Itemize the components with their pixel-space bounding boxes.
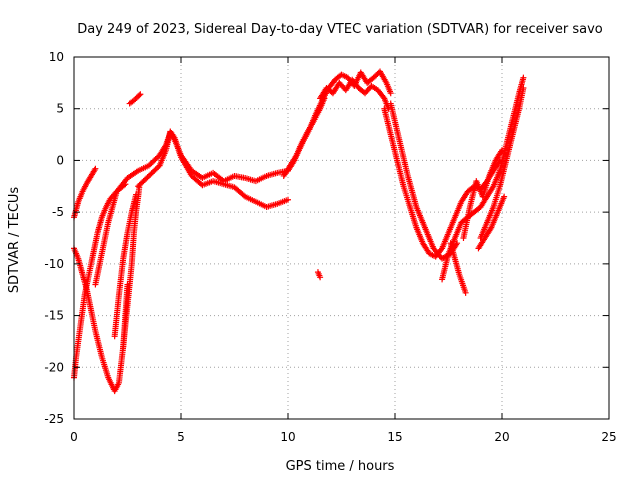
x-tick-label: 25 bbox=[601, 430, 616, 444]
data-point bbox=[133, 191, 140, 198]
y-tick-label: -15 bbox=[44, 309, 64, 323]
y-axis-label: SDTVAR / TECUs bbox=[7, 187, 22, 294]
data-point bbox=[155, 163, 162, 170]
data-point bbox=[136, 184, 143, 191]
x-tick-label: 0 bbox=[70, 430, 78, 444]
grid bbox=[74, 57, 609, 419]
data-point bbox=[285, 196, 291, 203]
plot-frame bbox=[73, 56, 610, 420]
y-tick-label: 0 bbox=[56, 153, 64, 167]
x-tick-label: 10 bbox=[280, 430, 295, 444]
data-point bbox=[387, 90, 394, 97]
data-point bbox=[438, 246, 445, 253]
data-point bbox=[520, 74, 527, 81]
x-tick-label: 5 bbox=[177, 430, 185, 444]
data-point bbox=[317, 274, 324, 281]
y-tick-label: 5 bbox=[56, 102, 64, 116]
chart-title: Day 249 of 2023, Sidereal Day-to-day VTE… bbox=[77, 22, 603, 37]
data-point bbox=[499, 147, 505, 154]
data-point bbox=[501, 193, 508, 200]
data-point bbox=[462, 289, 469, 296]
y-tick-label: -20 bbox=[44, 360, 64, 374]
data-point bbox=[380, 93, 387, 100]
axis-ticks: 0 5 10 15 20 25 -25 -20 -15 -10 -5 0 5 10 bbox=[44, 50, 616, 444]
y-tick-label: 10 bbox=[49, 50, 64, 64]
data-point bbox=[520, 85, 527, 92]
data-point bbox=[136, 92, 143, 99]
x-axis-label: GPS time / hours bbox=[286, 459, 395, 474]
data-points bbox=[71, 68, 527, 395]
x-tick-label: 20 bbox=[494, 430, 509, 444]
y-tick-label: -25 bbox=[44, 412, 64, 426]
y-tick-label: -10 bbox=[44, 257, 64, 271]
x-tick-label: 15 bbox=[387, 430, 402, 444]
data-point bbox=[137, 91, 144, 98]
data-point bbox=[92, 165, 99, 172]
y-tick-label: -5 bbox=[52, 205, 64, 219]
data-point bbox=[240, 192, 247, 199]
